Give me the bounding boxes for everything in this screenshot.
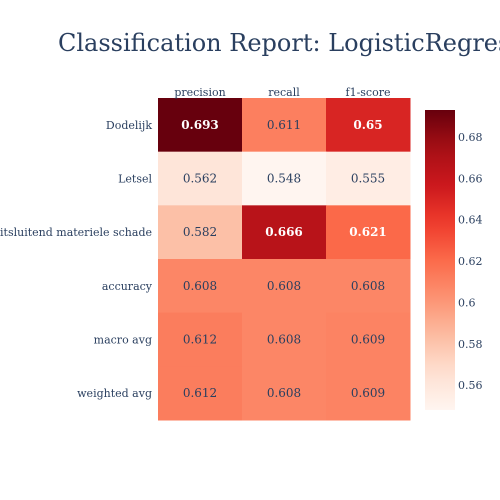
heatmap-cell <box>242 205 327 260</box>
colorbar-tick-label: 0.58 <box>458 338 483 351</box>
y-tick-label: Dodelijk <box>106 119 152 132</box>
heatmap-cell <box>158 366 243 421</box>
heatmap-cell <box>158 151 243 206</box>
heatmap-cells <box>158 98 411 421</box>
cell-value-label: 0.582 <box>183 225 217 239</box>
heatmap-cell <box>326 259 411 314</box>
cell-value-label: 0.612 <box>183 333 217 347</box>
y-tick-label: Letsel <box>118 173 152 186</box>
colorbar <box>425 110 455 410</box>
colorbar-gradient <box>425 110 455 410</box>
cell-value-label: 0.621 <box>349 225 387 239</box>
cell-value-label: 0.666 <box>265 225 303 239</box>
x-tick-label: recall <box>268 86 300 99</box>
heatmap-cell <box>326 205 411 260</box>
colorbar-tick-label: 0.64 <box>458 214 483 227</box>
cell-labels: 0.693 0.611 0.65 0.562 0.548 0.555 0.582 0.666 0… <box>181 118 387 400</box>
heatmap-cell <box>242 366 327 421</box>
heatmap-cell <box>326 312 411 367</box>
cell-value-label: 0.611 <box>267 118 301 132</box>
x-tick-label: f1-score <box>346 86 391 99</box>
y-tick-label: accuracy <box>102 280 153 293</box>
x-axis-ticks: precision recall f1-score <box>174 86 390 99</box>
cell-value-label: 0.608 <box>351 279 385 293</box>
y-tick-label: Uitsluitend materiele schade <box>0 226 152 239</box>
heatmap-cell <box>326 151 411 206</box>
cell-value-label: 0.555 <box>351 172 385 186</box>
cell-value-label: 0.608 <box>267 386 301 400</box>
heatmap-cell <box>326 366 411 421</box>
y-axis-ticks: Dodelijk Letsel Uitsluitend materiele scha… <box>0 119 153 400</box>
cell-value-label: 0.562 <box>183 172 217 186</box>
cell-value-label: 0.608 <box>267 279 301 293</box>
heatmap-cell <box>158 205 243 260</box>
heatmap-cell <box>242 151 327 206</box>
colorbar-tick-label: 0.62 <box>458 255 483 268</box>
cell-value-label: 0.612 <box>183 386 217 400</box>
cell-value-label: 0.548 <box>267 172 301 186</box>
colorbar-ticks: 0.56 0.58 0.6 0.62 0.64 0.66 0.68 <box>458 131 483 392</box>
heatmap-cell <box>242 312 327 367</box>
heatmap-cell <box>158 259 243 314</box>
heatmap-cell <box>326 98 411 153</box>
heatmap-cell <box>158 98 243 153</box>
x-tick-label: precision <box>174 86 225 99</box>
cell-value-label: 0.693 <box>181 118 219 132</box>
cell-value-label: 0.609 <box>351 333 385 347</box>
heatmap-cell <box>158 312 243 367</box>
cell-value-label: 0.65 <box>353 118 382 132</box>
colorbar-tick-label: 0.66 <box>458 172 483 185</box>
heatmap-cell <box>242 98 327 153</box>
cell-value-label: 0.608 <box>183 279 217 293</box>
y-tick-label: weighted avg <box>77 387 152 400</box>
chart-title: Classification Report: LogisticRegressio… <box>58 29 500 57</box>
colorbar-tick-label: 0.68 <box>458 131 483 144</box>
cell-value-label: 0.608 <box>267 333 301 347</box>
cell-value-label: 0.609 <box>351 386 385 400</box>
colorbar-tick-label: 0.6 <box>458 296 476 309</box>
heatmap-cell <box>242 259 327 314</box>
y-tick-label: macro avg <box>94 334 152 347</box>
colorbar-tick-label: 0.56 <box>458 379 483 392</box>
